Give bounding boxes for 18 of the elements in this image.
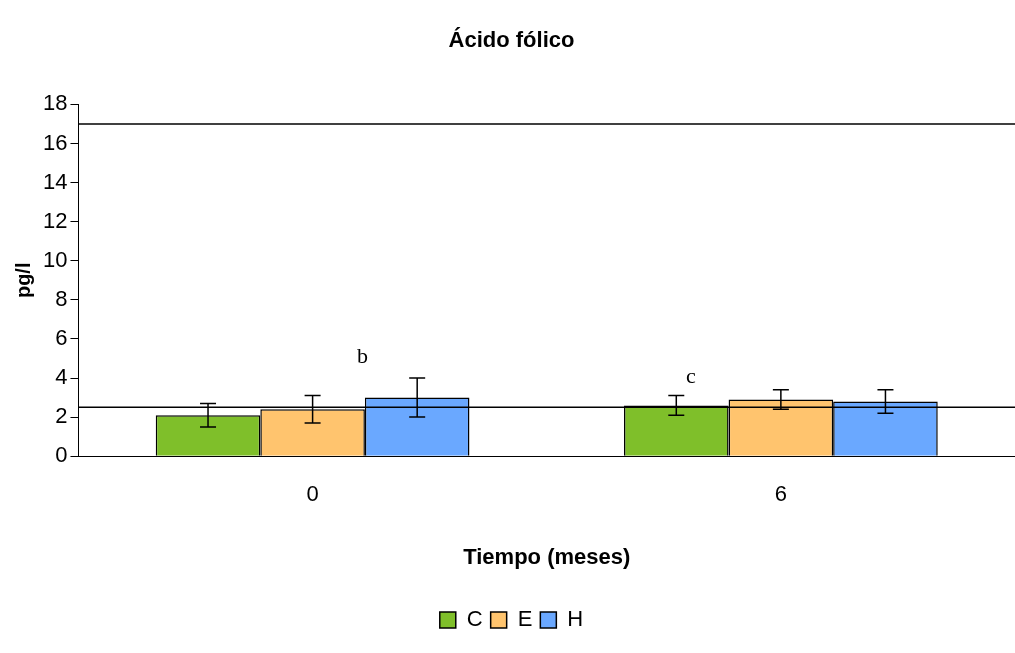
legend-label: C	[466, 606, 483, 632]
y-tick-label: 4	[55, 364, 68, 390]
x-axis-title: Tiempo (meses)	[463, 543, 631, 569]
y-tick-label: 14	[42, 168, 68, 194]
y-axis-title: pg/l	[11, 262, 34, 299]
annotation: b	[357, 343, 369, 369]
y-tick-label: 8	[55, 285, 68, 311]
legend-label: H	[567, 606, 584, 632]
y-tick-label: 0	[55, 442, 68, 468]
y-tick-label: 12	[42, 207, 68, 233]
y-tick-label: 16	[42, 129, 68, 155]
y-tick-label: 10	[42, 246, 68, 272]
y-tick-label: 6	[55, 325, 68, 350]
chart-title: Ácido fólico	[448, 27, 575, 53]
annotation: c	[685, 363, 696, 389]
legend-label: E	[517, 606, 533, 632]
y-tick-label: 2	[55, 403, 68, 429]
y-tick-label: 18	[42, 90, 68, 116]
